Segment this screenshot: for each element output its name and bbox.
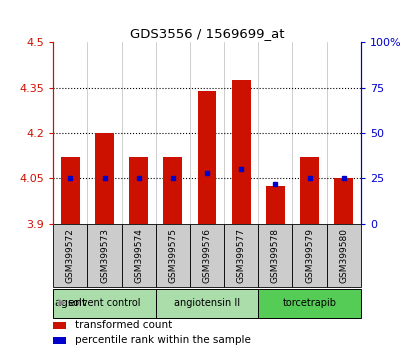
Text: GSM399576: GSM399576: [202, 228, 211, 283]
Bar: [163, 157, 182, 224]
Text: percentile rank within the sample: percentile rank within the sample: [74, 335, 250, 346]
Text: transformed count: transformed count: [74, 320, 172, 330]
Text: GSM399574: GSM399574: [134, 228, 143, 283]
Text: angiotensin II: angiotensin II: [173, 298, 240, 308]
Text: GSM399575: GSM399575: [168, 228, 177, 283]
Text: GSM399578: GSM399578: [270, 228, 279, 283]
Bar: [53, 337, 65, 344]
FancyBboxPatch shape: [155, 224, 189, 287]
FancyBboxPatch shape: [155, 289, 258, 318]
Text: GSM399580: GSM399580: [338, 228, 347, 283]
FancyBboxPatch shape: [258, 224, 292, 287]
Text: GSM399579: GSM399579: [304, 228, 313, 283]
FancyBboxPatch shape: [292, 224, 326, 287]
FancyBboxPatch shape: [53, 289, 155, 318]
Bar: [333, 178, 352, 224]
Bar: [231, 80, 250, 224]
Bar: [299, 157, 318, 224]
Bar: [95, 133, 114, 224]
Text: GSM399573: GSM399573: [100, 228, 109, 283]
FancyBboxPatch shape: [224, 224, 258, 287]
FancyBboxPatch shape: [87, 224, 121, 287]
FancyBboxPatch shape: [189, 224, 224, 287]
Title: GDS3556 / 1569699_at: GDS3556 / 1569699_at: [130, 27, 283, 40]
FancyBboxPatch shape: [326, 224, 360, 287]
Bar: [61, 157, 80, 224]
Bar: [129, 157, 148, 224]
Text: torcetrapib: torcetrapib: [282, 298, 336, 308]
Bar: [197, 91, 216, 224]
Text: solvent control: solvent control: [68, 298, 140, 308]
FancyBboxPatch shape: [53, 224, 87, 287]
Text: GSM399572: GSM399572: [66, 228, 75, 283]
FancyBboxPatch shape: [258, 289, 360, 318]
Bar: [53, 322, 65, 329]
Text: agent: agent: [54, 298, 86, 308]
Text: GSM399577: GSM399577: [236, 228, 245, 283]
FancyBboxPatch shape: [121, 224, 155, 287]
Bar: [265, 186, 284, 224]
